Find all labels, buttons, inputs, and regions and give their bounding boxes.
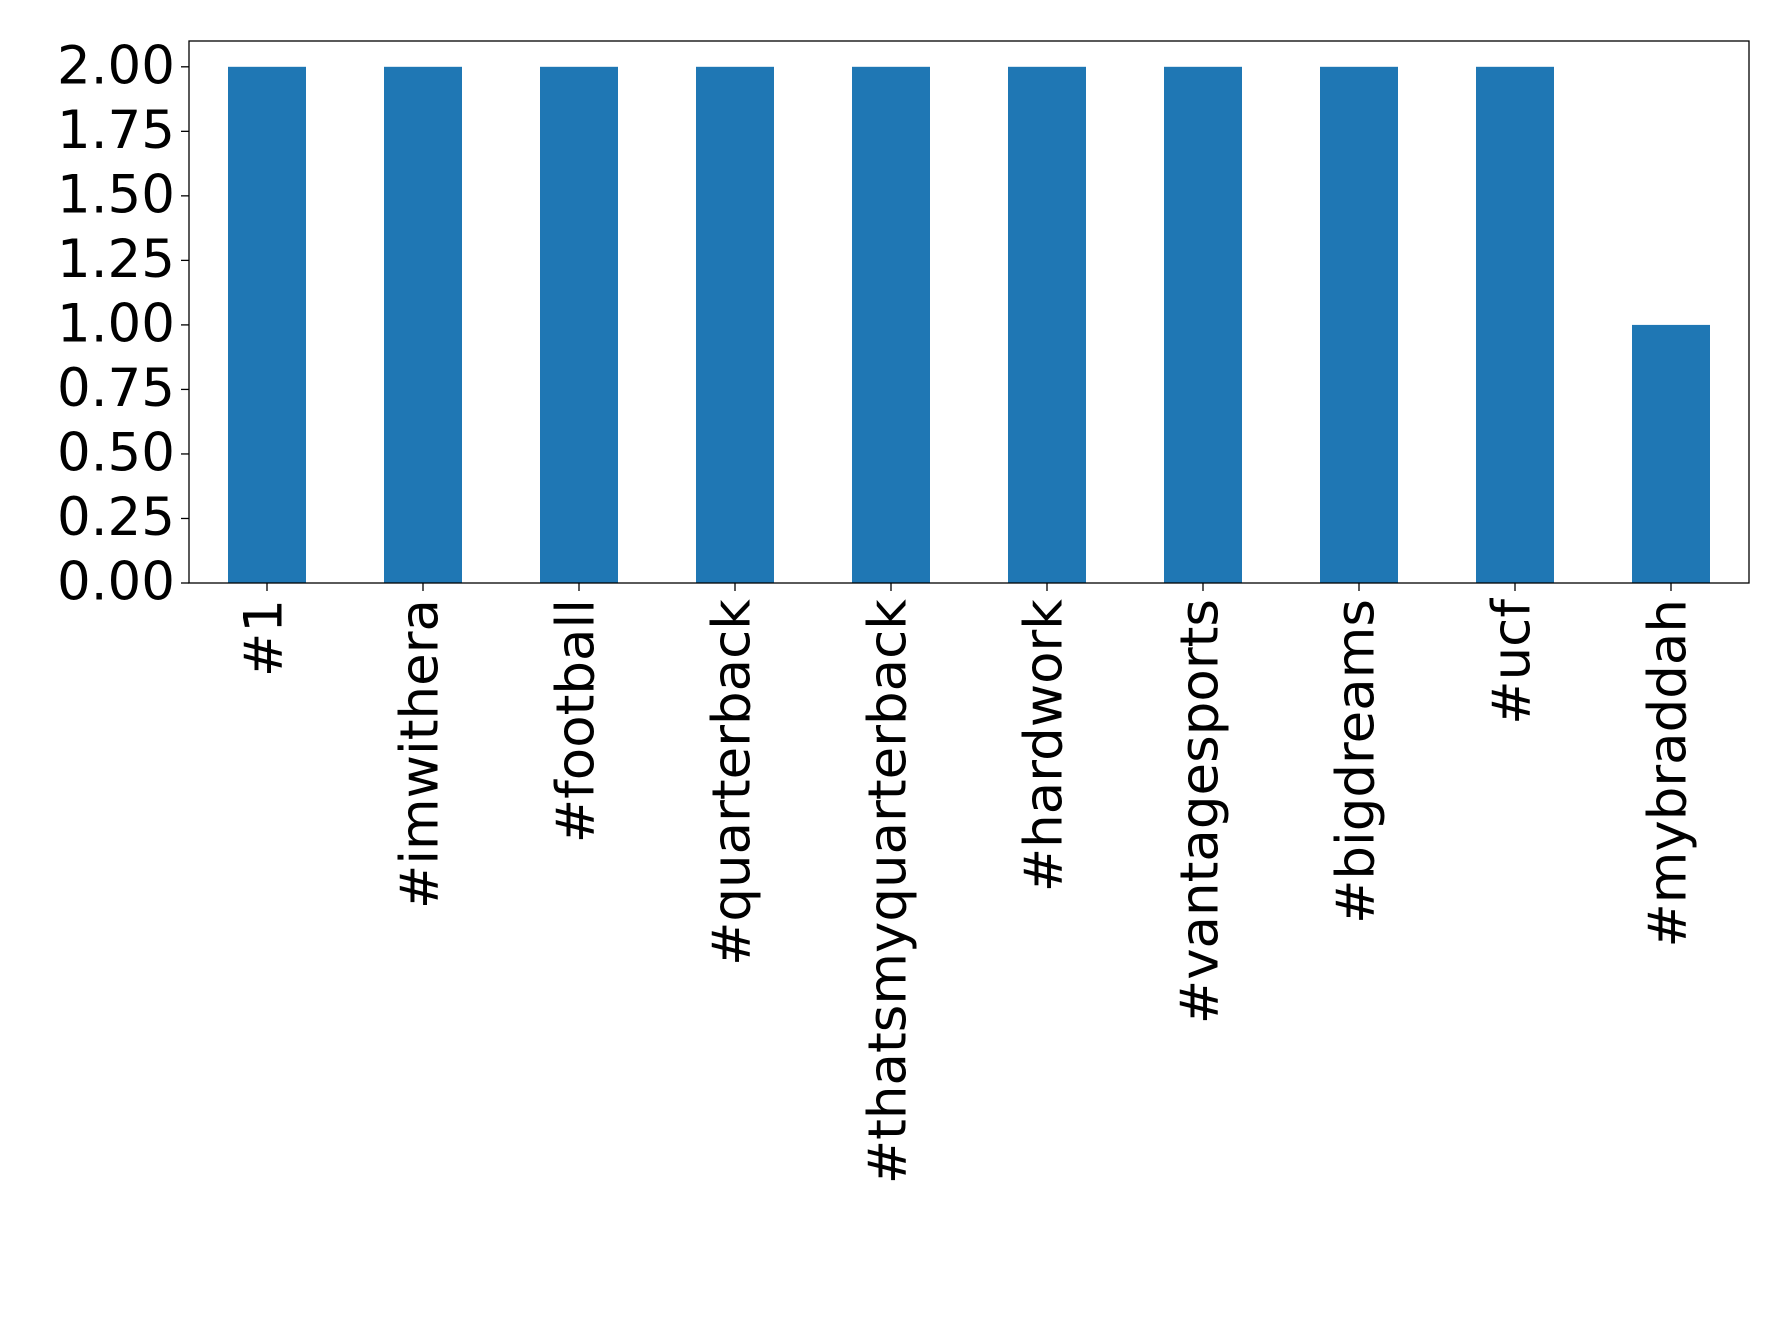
y-tick-label: 0.50 (57, 423, 175, 484)
bar (228, 66, 306, 584)
y-tick-label: 0.75 (57, 358, 175, 419)
x-tick-label: #football (546, 599, 607, 843)
x-tick-label: #bigdreams (1326, 599, 1387, 924)
x-tick-label: #thatsmyquarterback (858, 599, 919, 1185)
y-tick-label: 1.00 (57, 294, 175, 355)
y-tick-label: 1.25 (57, 229, 175, 290)
y-tick-label: 1.75 (57, 100, 175, 161)
bar (384, 66, 462, 584)
x-tick-label: #mybraddah (1638, 599, 1699, 948)
x-tick-label: #imwithera (390, 599, 451, 909)
x-tick-label: #ucf (1482, 598, 1543, 725)
y-tick-label: 2.00 (57, 35, 175, 96)
x-tick-label: #1 (234, 599, 295, 677)
bar (540, 66, 618, 584)
bar (1476, 66, 1554, 584)
x-tick-label: #quarterback (702, 599, 763, 966)
y-tick-label: 0.25 (57, 487, 175, 548)
bar (1632, 324, 1710, 583)
y-tick-label: 0.00 (57, 552, 175, 613)
bar (852, 66, 930, 584)
bar (1164, 66, 1242, 584)
x-tick-label: #hardwork (1014, 599, 1075, 893)
bar (1008, 66, 1086, 584)
bar (1320, 66, 1398, 584)
bar (696, 66, 774, 584)
y-tick-label: 1.50 (57, 164, 175, 225)
plot-frame (188, 40, 1750, 584)
x-tick-label: #vantagesports (1170, 599, 1231, 1024)
